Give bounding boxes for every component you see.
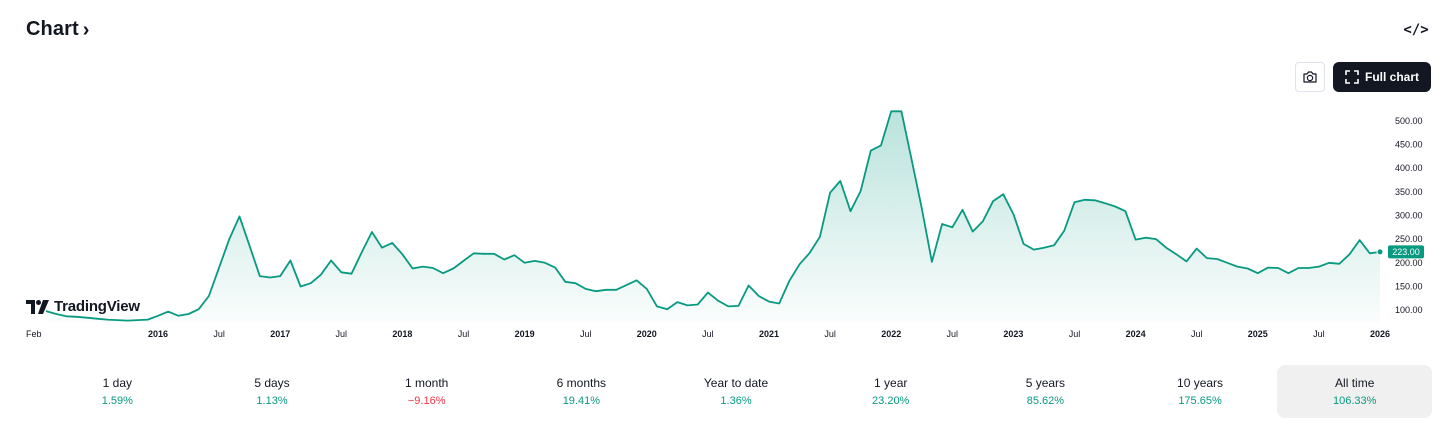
x-tick-label: 2021 — [759, 329, 779, 339]
camera-icon — [1303, 71, 1317, 83]
price-chart[interactable]: 100.00 150.00 200.00 250.00 300.00 350.00 400.… — [0, 0, 1456, 360]
y-tick-label: 350.00 — [1395, 187, 1423, 197]
chevron-right-icon: › — [82, 18, 90, 41]
period-change-value: −9.16% — [407, 395, 446, 407]
x-tick-label: 2025 — [1248, 329, 1268, 339]
period-label: 1 day — [102, 376, 133, 390]
x-tick-label: 2022 — [881, 329, 901, 339]
x-tick-label: Jul — [1069, 329, 1081, 339]
x-tick-label: Jul — [458, 329, 470, 339]
x-tick-label: 2018 — [392, 329, 412, 339]
chart-title-link[interactable]: Chart › — [26, 18, 90, 41]
period-change-value: 175.65% — [1178, 395, 1222, 407]
last-price-badge — [1388, 245, 1424, 259]
x-tick-label: 2023 — [1003, 329, 1023, 339]
y-tick-label: 200.00 — [1395, 258, 1423, 268]
period-tab[interactable]: 5 days 1.13% — [195, 365, 350, 418]
period-change-value: 106.33% — [1332, 395, 1377, 407]
code-brackets-icon[interactable]: </> — [1403, 22, 1429, 38]
period-change-value: 19.41% — [562, 395, 600, 407]
x-tick-label: 2024 — [1126, 329, 1146, 339]
x-tick-label: 2019 — [515, 329, 535, 339]
period-label: Year to date — [703, 376, 769, 390]
period-label: 10 years — [1177, 376, 1224, 390]
period-tab[interactable]: 1 month −9.16% — [349, 365, 504, 418]
period-label: All time — [1335, 376, 1375, 390]
x-tick-label: Jul — [1313, 329, 1325, 339]
period-label: 5 years — [1025, 376, 1066, 390]
period-selector: 1 day 1.59% 5 days 1.13% 1 month −9.16% 6 mont… — [40, 365, 1433, 418]
x-tick-label: 2026 — [1370, 329, 1390, 339]
x-tick-label: Jul — [947, 329, 959, 339]
period-tab[interactable]: All time 106.33% — [1277, 365, 1433, 418]
period-tab[interactable]: 1 day 1.59% — [40, 365, 195, 418]
x-tick-label: Jul — [580, 329, 592, 339]
y-tick-label: 300.00 — [1395, 210, 1423, 220]
full-chart-button[interactable]: Full chart — [1333, 62, 1431, 92]
x-tick-label: 2017 — [270, 329, 290, 339]
y-tick-label: 250.00 — [1395, 234, 1423, 244]
period-label: 1 month — [405, 376, 449, 390]
price-area-fill — [46, 111, 1380, 322]
tradingview-watermark: TradingView — [26, 298, 140, 315]
y-tick-label: 450.00 — [1395, 139, 1423, 149]
x-tick-label: 2020 — [637, 329, 657, 339]
x-tick-label: Jul — [824, 329, 836, 339]
y-tick-label: 500.00 — [1395, 116, 1423, 126]
chart-title: Chart — [26, 18, 79, 40]
period-tab[interactable]: 6 months 19.41% — [504, 365, 659, 418]
period-change-value: 1.59% — [101, 395, 133, 407]
x-tick-label: Feb — [26, 329, 42, 339]
period-label: 5 days — [254, 376, 290, 390]
x-tick-label: 2016 — [148, 329, 168, 339]
period-change-value: 1.36% — [720, 395, 752, 407]
last-price-label: 223.00 — [1392, 247, 1420, 257]
period-tab[interactable]: 10 years 175.65% — [1123, 365, 1278, 418]
price-line — [45, 110, 1381, 322]
y-tick-label: 100.00 — [1395, 305, 1423, 315]
period-tab[interactable]: 1 year 23.20% — [813, 365, 968, 418]
period-label: 6 months — [556, 376, 607, 390]
tradingview-logo-icon — [26, 299, 49, 314]
expand-corners-icon — [1345, 70, 1359, 84]
y-tick-label: 400.00 — [1395, 163, 1423, 173]
snapshot-button[interactable] — [1295, 62, 1325, 92]
watermark-text: TradingView — [54, 298, 140, 315]
x-tick-label: Jul — [702, 329, 714, 339]
period-change-value: 23.20% — [872, 395, 910, 407]
x-tick-label: Jul — [1191, 329, 1203, 339]
x-tick-label: Jul — [213, 329, 225, 339]
y-tick-label: 150.00 — [1395, 281, 1423, 291]
period-tab[interactable]: Year to date 1.36% — [659, 365, 814, 418]
period-label: 1 year — [874, 376, 908, 390]
last-price-dot — [1376, 248, 1384, 256]
period-change-value: 1.13% — [256, 395, 288, 407]
full-chart-label: Full chart — [1364, 70, 1419, 84]
period-tab[interactable]: 5 years 85.62% — [968, 365, 1123, 418]
period-change-value: 85.62% — [1026, 395, 1065, 407]
x-tick-label: Jul — [336, 329, 348, 339]
